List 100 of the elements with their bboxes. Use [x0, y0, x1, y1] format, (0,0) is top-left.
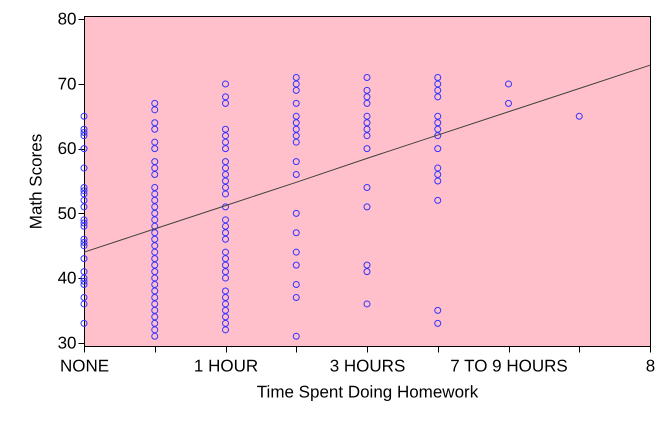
point	[434, 112, 442, 120]
point	[505, 80, 512, 88]
point	[292, 100, 300, 107]
point	[292, 86, 300, 94]
point	[292, 281, 300, 288]
point	[576, 112, 583, 120]
point	[151, 222, 158, 230]
point	[222, 294, 229, 301]
y-tick-label: 50	[58, 204, 76, 223]
point	[222, 126, 229, 133]
point	[434, 171, 442, 178]
point	[80, 132, 88, 140]
point	[222, 248, 229, 256]
point	[292, 332, 300, 340]
point	[80, 294, 88, 301]
point	[222, 300, 229, 308]
point	[80, 255, 88, 262]
point	[222, 80, 229, 88]
point	[80, 238, 88, 246]
point	[222, 268, 229, 276]
point	[292, 248, 300, 256]
point	[151, 326, 158, 334]
point	[80, 222, 88, 230]
point	[434, 132, 442, 140]
point	[434, 126, 442, 133]
point	[434, 145, 442, 152]
x-tick-label: 3 HOURS	[330, 356, 406, 376]
point	[151, 203, 158, 210]
point	[80, 278, 88, 285]
point	[222, 216, 229, 224]
point	[505, 100, 512, 107]
point	[292, 132, 300, 140]
point	[222, 178, 229, 184]
point	[151, 106, 158, 114]
x-tick-label: NONE	[60, 356, 110, 376]
point	[151, 190, 158, 198]
point	[434, 93, 442, 100]
point	[151, 196, 158, 204]
point	[151, 184, 158, 191]
point	[151, 268, 158, 276]
point	[151, 119, 158, 126]
point	[292, 294, 300, 301]
point	[222, 138, 229, 146]
point	[292, 112, 300, 120]
point	[222, 313, 229, 320]
point	[151, 242, 158, 250]
point	[222, 164, 229, 172]
point	[151, 306, 158, 314]
point	[151, 164, 158, 172]
point	[222, 203, 229, 210]
point	[434, 119, 442, 126]
point	[80, 184, 88, 191]
point	[222, 222, 229, 230]
point	[80, 187, 88, 194]
point	[364, 300, 370, 308]
point	[292, 229, 300, 236]
point	[80, 320, 88, 327]
point	[292, 210, 300, 217]
point	[80, 268, 88, 276]
point	[434, 80, 442, 88]
point	[151, 216, 158, 224]
point	[222, 100, 229, 107]
point	[80, 190, 88, 198]
point	[222, 255, 229, 262]
point	[292, 171, 300, 178]
point	[434, 74, 442, 81]
point	[80, 203, 88, 210]
point	[364, 100, 370, 107]
point	[151, 288, 158, 294]
point	[222, 229, 229, 236]
point	[222, 320, 229, 327]
point	[222, 274, 229, 282]
point	[222, 288, 229, 294]
point	[222, 145, 229, 152]
point	[151, 313, 158, 320]
point	[364, 112, 370, 120]
point	[364, 93, 370, 100]
point	[151, 145, 158, 152]
point	[434, 196, 442, 204]
point	[151, 229, 158, 236]
point	[151, 171, 158, 178]
point	[364, 126, 370, 133]
point	[434, 86, 442, 94]
y-tick-label: 60	[58, 139, 76, 158]
point	[434, 306, 442, 314]
point	[80, 196, 88, 204]
point	[80, 242, 88, 250]
point	[80, 128, 88, 136]
point	[222, 184, 229, 191]
point	[222, 306, 229, 314]
point	[151, 210, 158, 217]
point	[292, 74, 300, 81]
point	[80, 145, 88, 152]
point	[292, 158, 300, 166]
x-tick-label: 7 TO 9 HOURS	[450, 356, 568, 376]
point	[292, 126, 300, 133]
point	[80, 220, 88, 227]
point	[364, 119, 370, 126]
point	[151, 294, 158, 301]
point	[151, 332, 158, 340]
